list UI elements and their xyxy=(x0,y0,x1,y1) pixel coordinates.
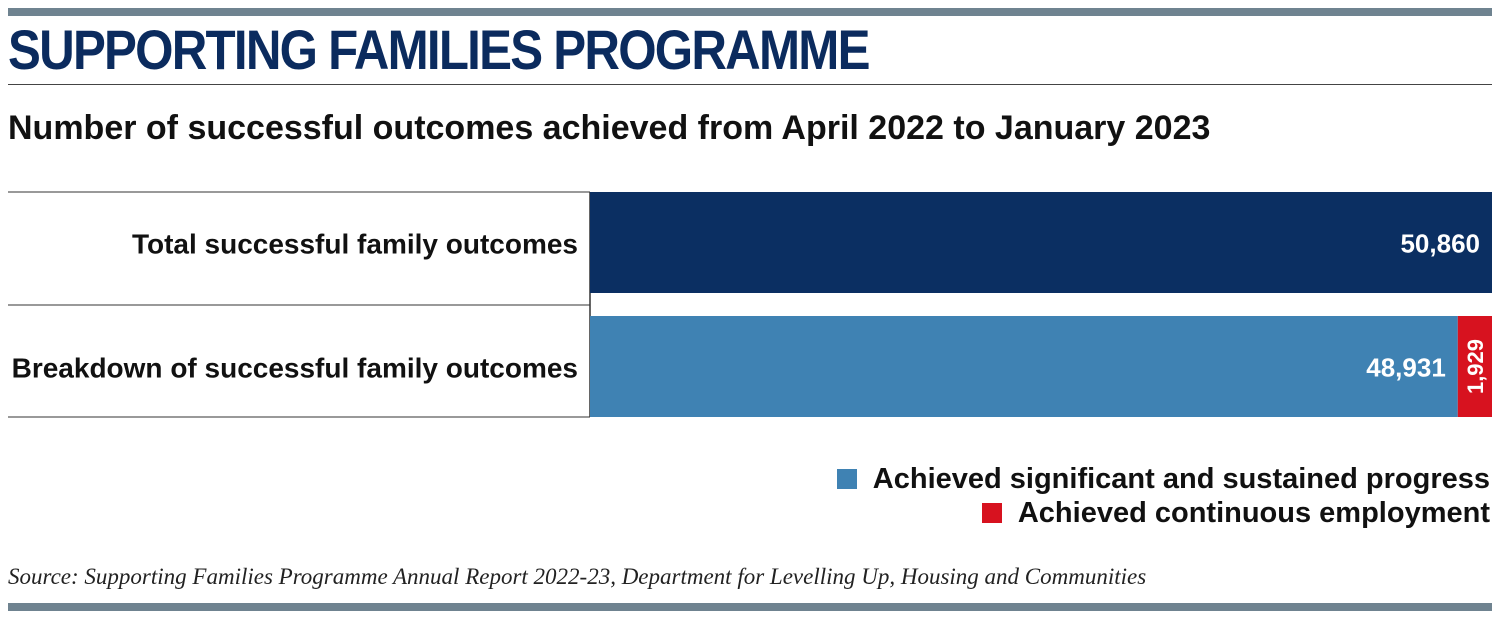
legend-item-sustained-progress: Achieved significant and sustained progr… xyxy=(836,462,1490,496)
data-label: 50,860 xyxy=(1400,229,1480,259)
legend: Achieved significant and sustained progr… xyxy=(836,462,1490,530)
data-label: 1,929 xyxy=(1463,339,1488,394)
legend-label-continuous-employment: Achieved continuous employment xyxy=(1017,496,1490,529)
data-label: 48,931 xyxy=(1366,353,1446,383)
title-divider xyxy=(8,84,1492,85)
legend-label-sustained-progress: Achieved significant and sustained progr… xyxy=(872,462,1490,495)
top-rule xyxy=(8,8,1492,16)
category-label: Breakdown of successful family outcomes xyxy=(12,353,578,384)
bar xyxy=(590,316,1458,417)
chart-title: SUPPORTING FAMILIES PROGRAMME xyxy=(8,18,870,81)
legend-swatch-continuous-employment xyxy=(981,503,1002,523)
source-note: Source: Supporting Families Programme An… xyxy=(8,564,1147,589)
legend-item-continuous-employment: Achieved continuous employment xyxy=(837,496,1490,530)
legend-swatch-sustained-progress xyxy=(836,469,857,489)
bar xyxy=(1457,316,1492,417)
bottom-rule xyxy=(8,603,1492,611)
chart-subtitle: Number of successful outcomes achieved f… xyxy=(8,109,1211,147)
category-label: Total successful family outcomes xyxy=(132,229,578,260)
bar xyxy=(590,192,1492,293)
